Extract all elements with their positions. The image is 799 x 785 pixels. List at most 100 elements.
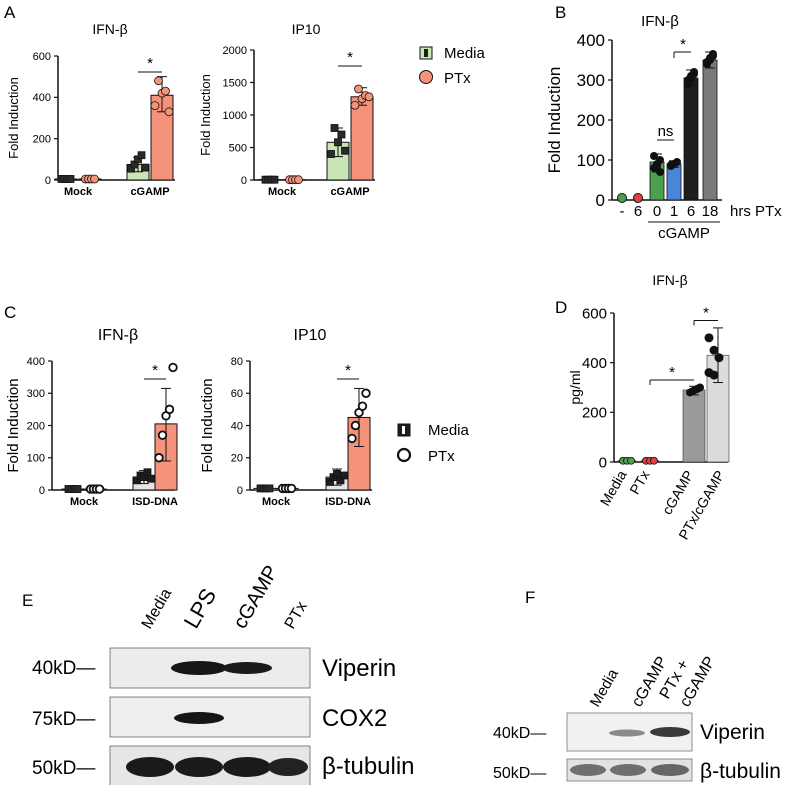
point [656,156,664,164]
d-label-media: Media [597,467,630,508]
category-label: Mock [64,186,93,198]
point-ptx [357,401,368,411]
y-tick-label: 300 [27,388,45,400]
chart-title: IFN-β [641,13,679,30]
y-tick-label: 0 [237,485,243,497]
blot-e-marker-50: 50kD— [32,758,95,779]
y-tick-label: 100 [27,453,45,465]
point [627,456,635,465]
panel-d-xlabels: Media PTx cGAMP PTx/cGAMP [597,467,728,542]
blot-e-band-cox2-lps [174,712,224,724]
significance-marker: * [669,364,675,381]
point-ptx [286,483,297,494]
chart-title: IP10 [292,21,321,37]
panel-label-d: D [555,298,567,317]
b-time-label-4: 6 [687,203,695,220]
point [650,456,658,465]
y-tick-label: 60 [231,388,243,400]
point-ptx [164,404,175,415]
blot-f-band-tubulin-ptxcgamp [651,764,689,776]
point [709,370,719,380]
blot-f-protein-viperin: Viperin [700,721,765,744]
point-ptx [90,174,99,184]
point-ptx [361,388,371,398]
b-time-label-1: 6 [634,203,642,220]
point-ptx [154,453,164,463]
point [617,193,627,203]
y-tick-label: 600 [582,305,607,322]
blot-f-marker-50: 50kD— [493,765,546,782]
b-time-label-2: 0 [653,203,661,220]
point-media [337,130,346,139]
significance-marker: * [345,362,351,379]
category-label: ISD-DNA [325,496,371,508]
blot-f-band-viperin-ptxcgamp [650,727,690,737]
y-tick-label: 0 [45,175,51,187]
point-ptx [350,420,361,431]
blot-e-band-tubulin-cgamp [223,757,271,777]
blot-e-protein-cox2: COX2 [322,705,387,732]
point-media [341,146,349,155]
y-tick-label: 0 [39,485,45,497]
chart-d-ifnb: IFN-β 0 200 400 600 pg/ml * * [567,272,730,471]
point [709,345,719,355]
y-tick-label: 400 [27,356,45,368]
category-label: Mock [262,496,291,508]
blot-f-lane-media: Media [587,666,622,710]
category-label: ISD-DNA [132,496,178,508]
blot-f-marker-40: 40kD— [493,725,546,742]
point-ptx [150,101,160,110]
y-tick-label: 400 [577,31,605,50]
blot-e-lane-media: Media [139,586,176,632]
point [673,158,681,166]
y-tick-label: 200 [27,420,45,432]
point-media [147,474,155,483]
blot-e-marker-40: 40kD— [32,658,95,679]
point [684,78,692,86]
blot-e-protein-viperin: Viperin [322,655,396,682]
point [690,70,698,78]
point-media [333,469,341,478]
y-tick-label: 20 [231,453,243,465]
b-time-suffix: hrs PTx [730,203,782,220]
point-ptx [161,86,170,96]
bar [682,389,706,463]
point-media [327,150,335,158]
legend-c-media-label: Media [428,422,470,439]
chart-c-ip10: IP10 0 20 40 60 80 Fold Induction Mock ISD-DNA * [199,327,372,508]
legend-a-ptx-label: PTx [444,70,471,87]
chart-c-ifnb: IFN-β 0 100 200 300 400 Fold Induction Mock ISD-… [5,327,178,508]
y-tick-label: 40 [231,420,243,432]
significance-marker: * [147,55,153,72]
point-ptx [164,107,174,117]
y-axis-label: Fold Induction [545,67,564,174]
category-label: Mock [70,496,99,508]
y-tick-label: 2000 [223,45,247,57]
y-axis-label: Fold Induction [198,74,213,156]
chart-title: IP10 [294,327,327,344]
significance-marker: * [680,36,686,53]
y-tick-label: 200 [577,111,605,130]
y-tick-label: 80 [231,356,243,368]
chart-b-ifnb: IFN-β 0 100 200 300 400 Fold Induction ns * [545,13,722,210]
panel-label-e: E [22,591,33,610]
blot-e-protein-tubulin: β-tubulin [322,753,415,780]
y-tick-label: 0 [241,175,247,187]
point-media [265,484,274,493]
y-tick-label: 400 [582,355,607,372]
blot-f-band-viperin-cgamp [609,729,645,737]
b-time-label-0: - [620,203,625,220]
legend-c: Media PTx [396,422,470,465]
y-tick-label: 400 [33,92,51,104]
bar [702,59,718,201]
blot-e-lane-ptx: PTx [282,599,311,632]
point-media [143,468,152,477]
y-tick-label: 600 [33,51,51,63]
bar [683,77,699,201]
blot-f: Media cGAMP PTx + cGAMP 40kD— 50kD— Vipe… [493,654,781,783]
point-media [330,124,339,132]
blot-e: Media LPS cGAMP PTx 40kD— 75kD— 50kD— Vi… [32,562,415,785]
blot-e-band-tubulin-lps [175,757,223,777]
point-ptx [354,84,363,94]
